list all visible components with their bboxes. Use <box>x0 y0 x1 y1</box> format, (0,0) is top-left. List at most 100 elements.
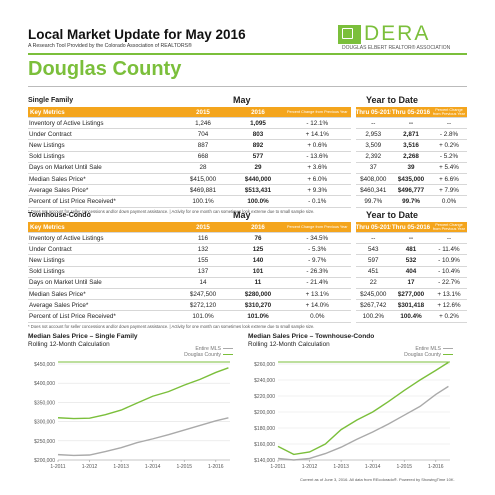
metric-value: - 10.4% <box>431 266 467 278</box>
metric-value: - 11.4% <box>431 243 467 256</box>
metric-value: 101.0% <box>232 310 284 323</box>
metric-value: 481 <box>391 243 431 256</box>
metric-value: 3,516 <box>391 139 431 152</box>
metric-name: New Listings <box>28 254 174 267</box>
series-line-douglas-county <box>57 367 229 420</box>
metric-value: - 13.6% <box>284 151 353 163</box>
metric-value: 2,392 <box>350 151 391 163</box>
y-tick-label: $200,000 <box>254 410 275 416</box>
metric-value: 39 <box>391 162 431 174</box>
metric-name: Percent of List Price Received* <box>28 310 174 323</box>
column-header: Percent Change from Previous Year <box>431 222 467 233</box>
metric-name: Average Sales Price* <box>28 299 174 312</box>
metric-value: + 0.2% <box>431 139 467 152</box>
metric-value: -- <box>431 117 467 130</box>
table-row: New Listings 887 892 + 0.6% 3,509 3,516 + 0.2% <box>28 139 467 152</box>
metric-value: $496,777 <box>391 184 431 197</box>
table-footnote: * Does not account for seller concession… <box>28 208 315 214</box>
metric-value: -- <box>431 232 467 245</box>
townhouse-price-chart: $140,000 $160,000 $180,000 $200,000 $220,000… <box>254 361 450 470</box>
y-tick-label: $200,000 <box>34 458 55 464</box>
table-row: Average Sales Price* $272,120 $310,270 + 14… <box>28 299 467 312</box>
metric-value: $310,270 <box>232 299 284 312</box>
y-tick-label: $140,000 <box>254 458 275 464</box>
metric-value: $280,000 <box>232 288 284 301</box>
metric-value: - 5.2% <box>431 151 467 163</box>
column-header: Thru 05-2016 <box>391 222 431 233</box>
ytd-label: Year to Date <box>366 210 419 220</box>
metric-value: 99.7% <box>350 195 391 208</box>
metric-value: $415,000 <box>174 173 232 186</box>
report-subtitle: A Research Tool Provided by the Colorado… <box>28 43 192 49</box>
metric-value: 140 <box>232 254 284 267</box>
metric-value: 0.0% <box>284 310 353 323</box>
metric-value: -- <box>350 232 391 245</box>
metric-value: 116 <box>174 232 232 245</box>
metric-value: 28 <box>174 162 232 174</box>
metric-value: $272,120 <box>174 299 232 312</box>
metric-value: - 22.7% <box>431 277 467 289</box>
x-tick-label: 1-2016 <box>428 464 444 470</box>
table-row: Median Sales Price* $415,000 $440,000 + 6.0… <box>28 173 467 186</box>
x-tick-label: 1-2015 <box>176 464 192 470</box>
metric-value: 100.1% <box>174 195 232 208</box>
x-tick-label: 1-2012 <box>82 464 98 470</box>
table-row: Average Sales Price* $469,881 $513,431 + 9.… <box>28 184 467 197</box>
brand-word: DERA <box>364 22 431 45</box>
metric-name: Median Sales Price* <box>28 288 174 301</box>
metric-value: 155 <box>174 254 232 267</box>
metric-value: - 2.8% <box>431 128 467 141</box>
report-title: Local Market Update for May 2016 <box>28 27 246 42</box>
metric-value: 132 <box>174 243 232 256</box>
dera-logo-icon <box>338 25 361 44</box>
x-tick-label: 1-2013 <box>333 464 349 470</box>
table-row: Days on Market Until Sale 28 29 + 3.6% 37 39 +… <box>28 162 467 174</box>
metric-value: 2,953 <box>350 128 391 141</box>
metric-value: - 34.5% <box>284 232 353 245</box>
metric-value: + 6.0% <box>284 173 353 186</box>
metric-value: 404 <box>391 266 431 278</box>
metric-value: + 14.0% <box>284 299 353 312</box>
metric-value: 704 <box>174 128 232 141</box>
metric-value: + 5.4% <box>431 162 467 174</box>
metric-value: 0.0% <box>431 195 467 208</box>
metric-value: 887 <box>174 139 232 152</box>
metric-value: + 7.9% <box>431 184 467 197</box>
metric-value: 101.0% <box>174 310 232 323</box>
metric-value: 14 <box>174 277 232 289</box>
metric-name: Sold Listings <box>28 151 174 163</box>
metric-value: - 26.3% <box>284 266 353 278</box>
y-tick-label: $450,000 <box>34 362 55 368</box>
metric-name: Average Sales Price* <box>28 184 174 197</box>
table-row: Percent of List Price Received* 101.0% 101… <box>28 310 467 323</box>
table-row: Inventory of Active Listings 1,246 1,095- … <box>28 117 467 130</box>
metric-value: 2,268 <box>391 151 431 163</box>
metric-value: 1,246 <box>174 117 232 130</box>
metric-name: Days on Market Until Sale <box>28 162 174 174</box>
series-line-douglas-county <box>277 361 449 456</box>
metric-value: -- <box>391 232 431 245</box>
metric-value: 668 <box>174 151 232 163</box>
chart1-subtitle: Rolling 12-Month Calculation <box>28 341 110 348</box>
metric-value: $440,000 <box>232 173 284 186</box>
column-header: 2016 <box>232 222 284 233</box>
x-tick-label: 1-2015 <box>396 464 412 470</box>
table-row: Median Sales Price* $247,500 $280,000 + 13.… <box>28 288 467 301</box>
table-row: Sold Listings 668 577- 13.6% 2,392 2,268- 5.… <box>28 151 467 163</box>
table-row: Days on Market Until Sale 14 11- 21.4% 22 17… <box>28 277 467 289</box>
metric-value: 451 <box>350 266 391 278</box>
metric-value: + 13.1% <box>284 288 353 301</box>
column-header: Thru 05-2015 <box>350 222 391 233</box>
column-header: Percent Change from Previous Year <box>431 107 467 118</box>
legend-swatch-green <box>223 353 233 356</box>
chart2-legend: Entire MLS Douglas County <box>350 346 453 358</box>
column-header: Thru 05-2015 <box>350 107 391 118</box>
chart2-title: Median Sales Price – Townhouse-Condo <box>248 333 375 340</box>
x-tick-label: 1-2016 <box>208 464 224 470</box>
table-footnote: * Does not account for seller concession… <box>28 323 315 329</box>
data-source-note: Current as of June 3, 2016. All data fro… <box>300 477 455 482</box>
metric-value: 99.7% <box>391 195 431 208</box>
legend-swatch-green <box>443 353 453 356</box>
metric-value: 532 <box>391 254 431 267</box>
legend-swatch-grey <box>443 347 453 350</box>
